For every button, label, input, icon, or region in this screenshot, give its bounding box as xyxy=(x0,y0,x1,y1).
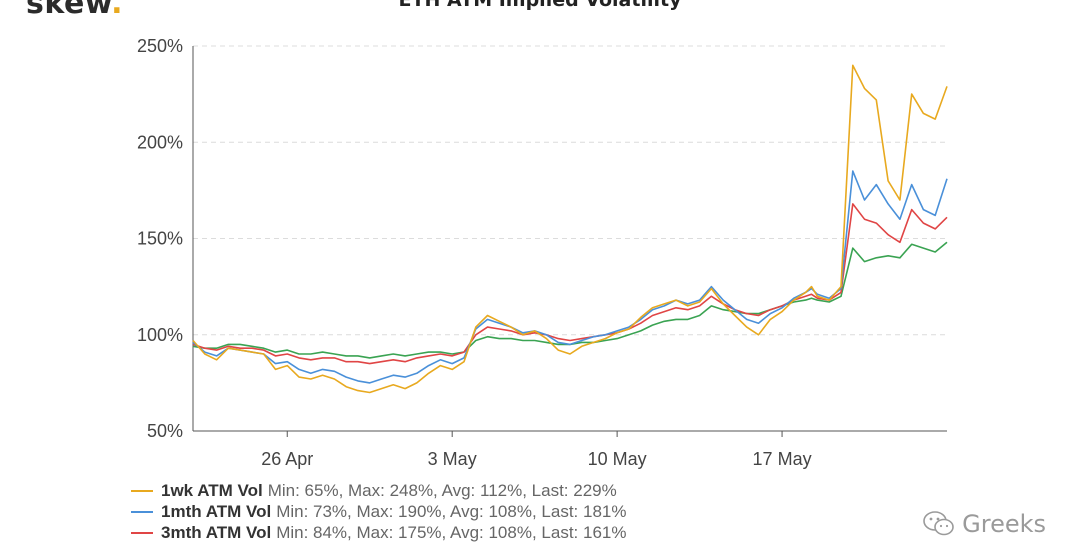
legend-series-name: 1mth ATM Vol xyxy=(161,501,272,521)
wechat-icon xyxy=(923,511,954,536)
brand-logo: skew. xyxy=(26,0,124,21)
grid-lines xyxy=(193,45,947,432)
legend-swatch xyxy=(131,531,153,534)
legend-series-stats: Min: 84%, Max: 175%, Avg: 108%, Last: 16… xyxy=(276,522,627,542)
x-tick-labels: 26 Apr 3 May 10 May 17 May xyxy=(261,449,811,469)
y-tick-label: 50% xyxy=(147,421,183,441)
series-line-unlabeled[interactable] xyxy=(192,241,948,359)
y-tick-label: 250% xyxy=(137,36,183,56)
chart-title: ETH ATM Implied Volatility xyxy=(398,0,682,11)
legend-swatch xyxy=(131,510,153,513)
x-tick-label: 3 May xyxy=(428,449,477,469)
legend-series-name: 1wk ATM Vol xyxy=(161,480,263,500)
line-chart: 50% 100% 150% 200% 250% 26 Apr 3 May 10 May 17 … xyxy=(137,36,948,469)
watermark-text: Greeks xyxy=(962,510,1046,538)
y-tick-label: 100% xyxy=(137,325,183,345)
y-tick-label: 150% xyxy=(137,229,183,249)
legend-series-stats: Min: 65%, Max: 248%, Avg: 112%, Last: 22… xyxy=(267,480,617,500)
legend-item-1mth[interactable]: 1mth ATM Vol Min: 73%, Max: 190%, Avg: 1… xyxy=(131,501,626,522)
series-lines xyxy=(192,64,948,394)
axes xyxy=(192,46,947,437)
legend-swatch xyxy=(131,489,153,492)
legend-item-3mth[interactable]: 3mth ATM Vol Min: 84%, Max: 175%, Avg: 1… xyxy=(131,522,626,543)
legend-item-1wk[interactable]: 1wk ATM Vol Min: 65%, Max: 248%, Avg: 11… xyxy=(131,480,626,501)
legend-series-stats: Min: 73%, Max: 190%, Avg: 108%, Last: 18… xyxy=(276,501,627,521)
watermark: Greeks xyxy=(922,510,1046,538)
legend-series-name: 3mth ATM Vol xyxy=(161,522,272,542)
x-tick-label: 26 Apr xyxy=(261,449,313,469)
series-line-3mth[interactable] xyxy=(192,203,948,365)
y-tick-label: 200% xyxy=(137,132,183,152)
series-line-1mth[interactable] xyxy=(192,170,948,384)
y-tick-labels: 50% 100% 150% 200% 250% xyxy=(137,36,183,441)
x-tick-label: 17 May xyxy=(753,449,812,469)
x-tick-label: 10 May xyxy=(588,449,647,469)
legend: 1wk ATM Vol Min: 65%, Max: 248%, Avg: 11… xyxy=(131,480,626,543)
series-line-1wk[interactable] xyxy=(192,64,948,394)
